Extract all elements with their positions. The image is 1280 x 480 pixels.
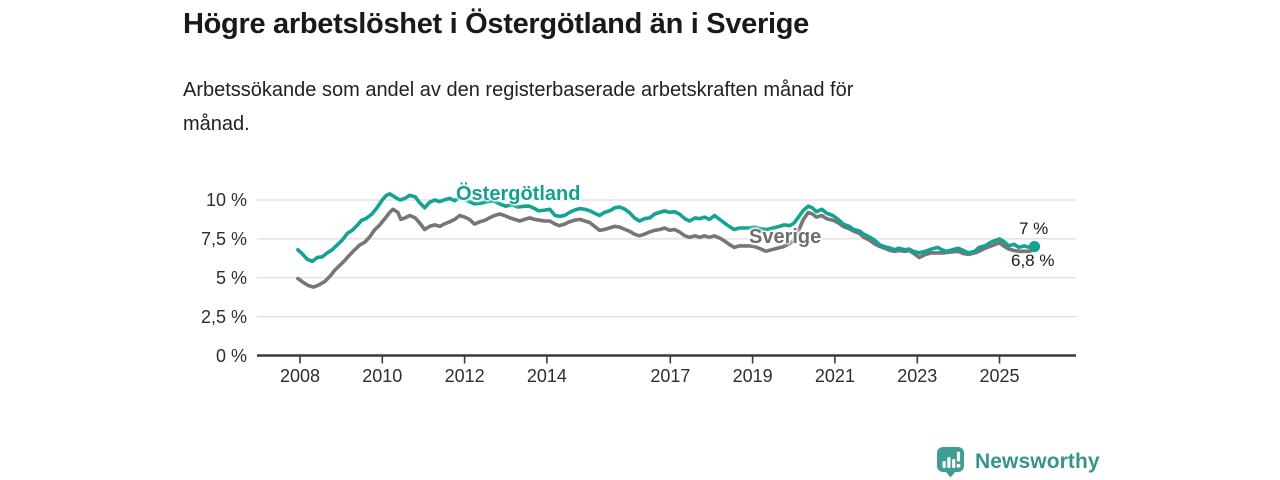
newsworthy-brand-text: Newsworthy bbox=[975, 450, 1100, 473]
x-axis-tick-label: 2019 bbox=[732, 366, 773, 386]
series-label-ostergotland: Östergötland bbox=[456, 183, 581, 205]
x-axis-tick-label: 2017 bbox=[650, 366, 691, 386]
axes bbox=[257, 354, 1076, 364]
series-line-sverige bbox=[296, 207, 1037, 289]
y-axis-tick-label: 10 % bbox=[205, 190, 247, 210]
y-axis-tick-label: 7,5 % bbox=[200, 228, 247, 249]
bar-chart-pin-icon bbox=[937, 447, 964, 478]
end-value-label-sverige: 6,8 % bbox=[1011, 251, 1055, 270]
series-line-östergötland bbox=[296, 192, 1037, 264]
x-axis-tick-label: 2014 bbox=[526, 366, 567, 386]
newsworthy-logo[interactable]: Newsworthy bbox=[936, 446, 1100, 478]
x-axis-tick-label: 2010 bbox=[362, 366, 403, 386]
chart-subtitle: Arbetssökande som andel av den registerb… bbox=[183, 79, 854, 135]
gridlines bbox=[257, 199, 1076, 318]
series-end-dot bbox=[1028, 241, 1041, 253]
series-lines bbox=[296, 192, 1041, 289]
y-axis-tick-label: 0 % bbox=[215, 345, 247, 366]
y-axis-tick-label: 5 % bbox=[215, 267, 247, 288]
end-value-label-ostergotland: 7 % bbox=[1019, 219, 1049, 238]
x-axis-tick-label: 2023 bbox=[897, 366, 938, 386]
page-title: Högre arbetslöshet i Östergötland än i S… bbox=[183, 8, 809, 40]
x-axis-tick-label: 2008 bbox=[279, 366, 321, 386]
y-axis-tick-label: 2,5 % bbox=[200, 306, 247, 327]
x-axis-tick-label: 2025 bbox=[979, 366, 1020, 386]
x-axis-tick-label: 2021 bbox=[814, 366, 855, 386]
series-label-sverige: Sverige bbox=[749, 226, 822, 248]
x-axis-tick-label: 2012 bbox=[444, 366, 485, 386]
